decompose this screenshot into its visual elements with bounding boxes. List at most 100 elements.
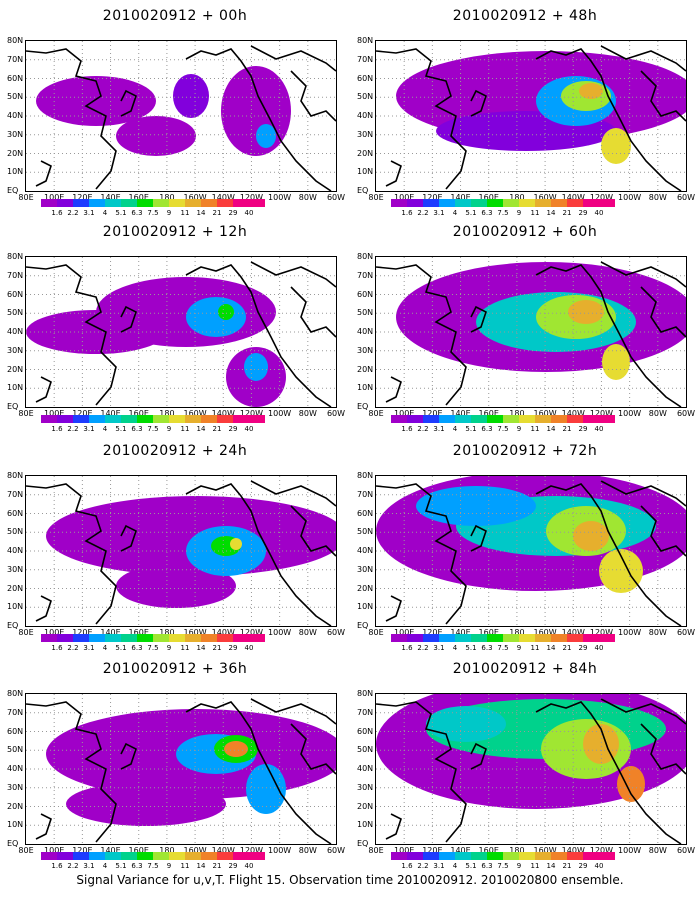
- map-panel: 2010020912 + 48h 80N 70N 60N 50N 40N 30N 20N 10N…: [355, 2, 695, 220]
- colorbar-swatch: [217, 852, 233, 860]
- colorbar-swatch: [423, 634, 439, 642]
- coastline: [640, 723, 686, 775]
- longitude-label: 100W: [618, 846, 642, 855]
- colorbar-swatch: [73, 852, 89, 860]
- longitude-label: 120W: [589, 628, 614, 637]
- latitude-label: 30N: [357, 345, 374, 355]
- colorbar-swatch: [233, 199, 249, 207]
- colorbar-swatch: [471, 199, 487, 207]
- colorbar-swatch: [105, 852, 121, 860]
- colorbar-label: 21: [562, 425, 572, 433]
- colorbar-swatch: [455, 415, 471, 423]
- colorbar-swatch: [41, 852, 57, 860]
- variance-contour: [66, 782, 226, 826]
- latitude-label: 60N: [7, 726, 24, 736]
- longitude-label: 80W: [648, 846, 667, 855]
- longitude-label: 140W: [211, 628, 235, 637]
- longitude-label: 140W: [561, 193, 585, 202]
- longitude-label: 120W: [589, 409, 614, 418]
- colorbar-label: 9: [516, 425, 522, 433]
- colorbar-swatch: [567, 634, 583, 642]
- longitude-label: 60W: [676, 409, 696, 418]
- colorbar-label: 1.6: [401, 862, 413, 870]
- latitude-label: 30N: [7, 129, 24, 139]
- colorbar-label: 14: [196, 425, 206, 433]
- colorbar-swatch: [153, 199, 169, 207]
- colorbar-label: 4: [102, 644, 108, 652]
- colorbar-swatch: [407, 415, 423, 423]
- colorbar-swatch: [439, 852, 455, 860]
- variance-map: 80N 70N 60N 50N 40N 30N 20N 10N EQ 80E 100E 120E 140…: [7, 690, 345, 856]
- coastline: [26, 483, 117, 625]
- colorbar-label: 14: [546, 209, 556, 217]
- longitude-label: 60W: [326, 193, 346, 202]
- latitude-label: EQ: [357, 402, 369, 411]
- latitude-label: 60N: [357, 508, 374, 518]
- coastline: [35, 160, 52, 187]
- latitude-label: EQ: [7, 839, 19, 848]
- colorbar-swatch: [169, 199, 185, 207]
- colorbar-swatch: [201, 634, 217, 642]
- colorbar-swatch: [249, 852, 265, 860]
- colorbar-swatch: [217, 634, 233, 642]
- latitude-label: 10N: [7, 167, 24, 177]
- colorbar-label: 11: [530, 425, 540, 433]
- map-panel: 2010020912 + 12h 80N 70N 60N 50N 40N 30N 20N 10N…: [5, 218, 345, 436]
- colorbar-label: 3.1: [433, 644, 445, 652]
- colorbar-swatch: [233, 415, 249, 423]
- coastline: [120, 89, 137, 117]
- latitude-label: 50N: [357, 527, 374, 537]
- longitude-label: 80W: [298, 628, 317, 637]
- latitude-label: 70N: [357, 54, 374, 64]
- coastline: [376, 264, 467, 406]
- colorbar-label: 6.3: [131, 425, 143, 433]
- variance-contour: [601, 128, 631, 164]
- longitude-label: 140E: [450, 193, 471, 202]
- colorbar-swatch: [551, 852, 567, 860]
- map-panel: 2010020912 + 60h 80N 70N 60N 50N 40N 30N 20N 10N…: [355, 218, 695, 436]
- coastline: [26, 48, 117, 190]
- colorbar-label: 4: [102, 425, 108, 433]
- variance-contour: [116, 116, 196, 156]
- variance-map: 80N 70N 60N 50N 40N 30N 20N 10N EQ 80E 100E 120E 140…: [357, 253, 695, 419]
- colorbar-label: 7.5: [497, 425, 509, 433]
- colorbar-label: 1.6: [401, 209, 413, 217]
- longitude-label: 120W: [239, 193, 264, 202]
- colorbar-swatch: [217, 199, 233, 207]
- longitude-label: 140W: [211, 193, 235, 202]
- colorbar-label: 7.5: [497, 644, 509, 652]
- latitude-label: 60N: [7, 289, 24, 299]
- map-panel: 2010020912 + 00h 80N 70N 60N 50N 40N 30N 20N 10N…: [5, 2, 345, 220]
- latitude-label: 40N: [7, 546, 24, 555]
- coastline: [385, 160, 402, 187]
- colorbar-label: 3.1: [433, 209, 445, 217]
- colorbar-swatch: [121, 852, 137, 860]
- longitude-label: 160W: [183, 628, 207, 637]
- colorbar-swatch: [73, 415, 89, 423]
- colorbar-label: 14: [196, 209, 206, 217]
- colorbar-swatch: [137, 634, 153, 642]
- longitude-label: 180: [509, 628, 525, 637]
- longitude-label: 80E: [18, 846, 34, 855]
- map-field: [26, 257, 336, 407]
- latitude-label: 50N: [357, 92, 374, 102]
- colorbar-label: 3.1: [83, 425, 95, 433]
- longitude-label: 120E: [422, 409, 443, 418]
- longitude-label: 180: [159, 846, 175, 855]
- longitude-label: 140W: [561, 628, 585, 637]
- colorbar-label: 2.2: [417, 425, 429, 433]
- latitude-label: EQ: [7, 402, 19, 411]
- map-field: [26, 694, 336, 844]
- colorbar-label: 7.5: [147, 644, 159, 652]
- map-field: [376, 476, 686, 626]
- panel-title: 2010020912 + 12h: [102, 224, 248, 240]
- map-panel: 2010020912 + 72h 80N 70N 60N 50N 40N 30N 20N 10N…: [355, 437, 695, 655]
- colorbar-label: 3.1: [433, 425, 445, 433]
- variance-map: 80N 70N 60N 50N 40N 30N 20N 10N EQ 80E 100E 120E 140…: [357, 472, 695, 638]
- variance-contour: [230, 538, 242, 550]
- colorbar-label: 21: [212, 644, 222, 652]
- colorbar-swatch: [89, 634, 105, 642]
- colorbar-swatch: [233, 852, 249, 860]
- longitude-label: 80W: [298, 846, 317, 855]
- colorbar-swatch: [137, 415, 153, 423]
